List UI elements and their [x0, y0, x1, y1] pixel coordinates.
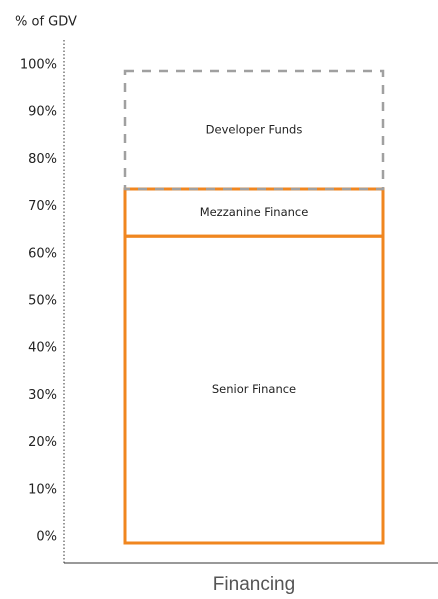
bar-segment: [123, 187, 385, 238]
y-tick-label: 50%: [28, 294, 57, 309]
segment-label: Senior Finance: [212, 382, 296, 396]
y-tick-label: 30%: [28, 388, 57, 403]
y-tick-label: 100%: [20, 58, 57, 73]
y-tick-label: 80%: [28, 152, 57, 167]
y-tick-label: 0%: [36, 530, 57, 545]
y-tick-label: 60%: [28, 246, 57, 261]
y-tick-label: 70%: [28, 199, 57, 214]
segment-label: Mezzanine Finance: [200, 205, 309, 219]
y-tick-label: 20%: [28, 435, 57, 450]
y-tick-label: 40%: [28, 341, 57, 356]
x-tick-label: Financing: [213, 574, 295, 595]
segment-label: Developer Funds: [206, 123, 303, 137]
y-axis-label: % of GDV: [15, 15, 77, 30]
y-tick-label: 10%: [28, 482, 57, 497]
y-tick-label: 90%: [28, 105, 57, 120]
